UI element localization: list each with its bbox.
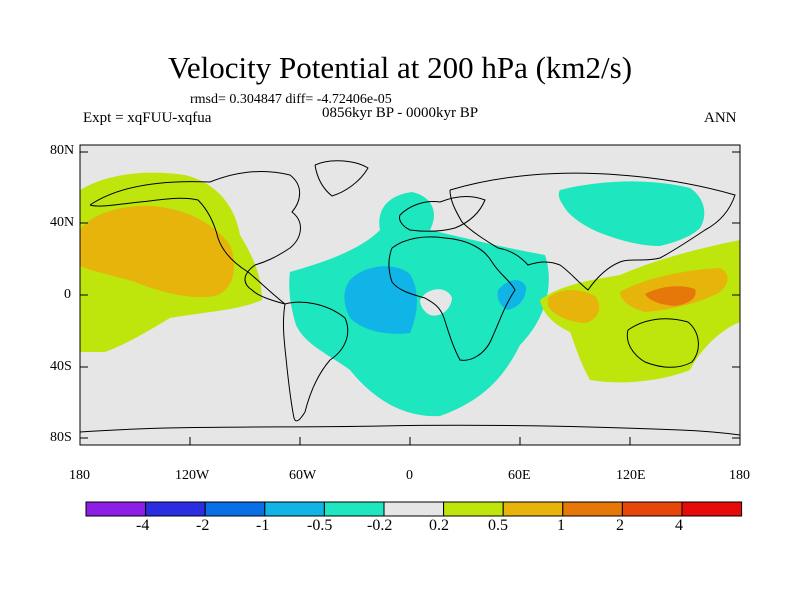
coast-antarctica (80, 424, 740, 436)
colorbar-label: -0.5 (307, 517, 333, 534)
colorbar-box (323, 501, 385, 517)
period-label: 0856kyr BP - 0000kyr BP (322, 105, 479, 121)
colorbar-box (681, 501, 743, 517)
colorbar-box (383, 501, 445, 517)
y-ticks (80, 151, 740, 439)
colorbar-box (502, 501, 564, 517)
north-pacific-negative-region (558, 181, 705, 246)
lat-label-0: 0 (64, 287, 71, 302)
coast-south-america (282, 301, 349, 422)
colorbar-box (204, 501, 266, 517)
colorbar-box (443, 501, 504, 517)
colorbar-label: 0.2 (429, 517, 449, 534)
pacific-positive-core (80, 205, 235, 298)
colorbar-box (85, 501, 147, 517)
experiment-label: Expt = xqFUU-xqfua (83, 110, 212, 126)
colorbar-label: 4 (675, 517, 683, 534)
lon-label-180w: 180 (69, 468, 90, 483)
coast-africa (388, 236, 516, 361)
plot-title: Velocity Potential at 200 hPa (km2/s) (167, 50, 633, 85)
indian-ocean-positive-core (548, 290, 600, 323)
lon-label-180e: 180 (729, 468, 750, 483)
coast-europe (399, 195, 486, 232)
colorbar-label: -1 (256, 517, 270, 534)
lat-label-40s: 40S (50, 359, 72, 374)
season-label: ANN (704, 110, 737, 126)
colorbar-box (562, 501, 623, 517)
lon-label-120w: 120W (175, 468, 210, 483)
lat-label-80n: 80N (50, 143, 75, 158)
colorbar-box (264, 501, 325, 517)
colorbar-label: -4 (136, 517, 150, 534)
coast-asia (449, 172, 736, 291)
lon-label-120e: 120E (616, 468, 646, 483)
coast-north-america (89, 171, 301, 305)
maritime-continent-strong-core (645, 286, 696, 306)
colorbar-box (621, 501, 683, 517)
colorbar-label: -2 (196, 517, 210, 534)
coastlines (80, 160, 740, 436)
atlantic-negative-region (289, 192, 549, 417)
coast-australia (626, 318, 699, 368)
colorbar-box (145, 501, 206, 517)
lon-label-0: 0 (406, 468, 413, 483)
lon-label-60e: 60E (508, 468, 531, 483)
colorbar-label: 1 (557, 517, 565, 534)
lat-label-80s: 80S (50, 430, 72, 445)
colorbar-label: 2 (616, 517, 624, 534)
gulf-guinea-gap (420, 289, 452, 316)
lon-label-60w: 60W (289, 468, 317, 483)
colorbar-label: -0.2 (367, 517, 393, 534)
colorbar (85, 501, 743, 517)
coast-greenland (314, 160, 369, 197)
colorbar-label: 0.5 (488, 517, 508, 534)
x-ticks (79, 437, 741, 445)
atlantic-negative-core (344, 266, 417, 334)
lat-label-40n: 40N (50, 215, 75, 230)
stats-text: rmsd= 0.304847 diff= -4.72406e-05 (190, 92, 392, 107)
